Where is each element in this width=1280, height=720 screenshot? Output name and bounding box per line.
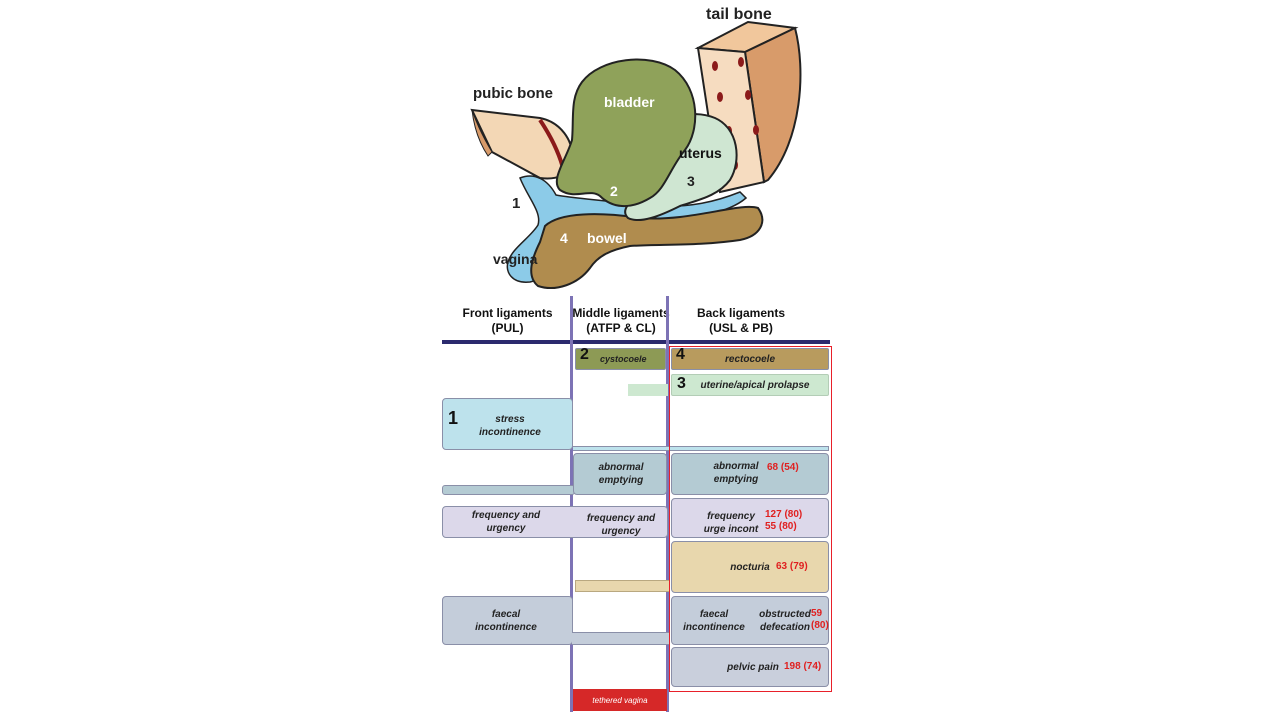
obstructed-defecation-label: obstructed defecation [756, 608, 814, 634]
back-ligaments-title: Back ligaments [696, 306, 786, 320]
faecal-incontinence-front-label: faecal incontinence [466, 608, 546, 634]
frequency-front-label: frequency and urgency [466, 509, 546, 535]
pubic-bone-shape [470, 108, 574, 180]
abnormal-emptying-value: 68 (54) [767, 462, 799, 473]
nocturia-middle-stub [575, 580, 670, 592]
stress-incontinence-line1: stress [495, 414, 525, 425]
faecal-front-line2: incontinence [475, 622, 537, 633]
abnormal-emptying-back-line2: emptying [713, 474, 759, 485]
frequency-back-line2: urge incont [703, 524, 759, 535]
frequency-front-line1: frequency and [471, 510, 541, 521]
front-ligaments-header: Front ligaments (PUL) [445, 306, 570, 336]
middle-ligaments-sub: (ATFP & CL) [586, 321, 656, 335]
obstructed-defecation-value: 59 (80) [811, 608, 829, 632]
middle-ligaments-header: Middle ligaments (ATFP & CL) [572, 306, 670, 336]
frequency-value: 127 (80) [765, 509, 803, 520]
cystocoele-bar [575, 348, 666, 370]
faecal-incontinence-front-bar [442, 596, 573, 645]
bladder-shape [555, 58, 697, 207]
anatomy-number-1: 1 [512, 195, 521, 212]
cystocoele-number: 2 [580, 346, 589, 363]
uterus-label: uterus [679, 145, 722, 161]
abnormal-emptying-back-label: abnormal emptying [702, 460, 770, 486]
urge-incont-value: 55 (80) [765, 521, 797, 532]
nocturia-label: nocturia [730, 562, 770, 573]
obstructed-line1: obstructed [759, 609, 811, 620]
frequency-front-middle-bar [442, 506, 668, 538]
header-divider [442, 340, 830, 344]
pelvic-pain-label: pelvic pain [727, 662, 779, 673]
faecal-incontinence-extension [572, 632, 670, 645]
obstructed-value-1: 59 [811, 608, 823, 619]
stress-incontinence-label: stress incontinence [470, 413, 550, 439]
faecal-back-line1: faecal [699, 609, 729, 620]
frequency-back-values: 127 (80) 55 (80) [765, 509, 802, 533]
tethered-vagina-label: tethered vagina [592, 696, 648, 705]
abnormal-emptying-back-line1: abnormal [713, 461, 759, 472]
frequency-front-line2: urgency [486, 523, 526, 534]
cystocoele-label: cystocoele [600, 354, 647, 364]
back-ligaments-highlight-box [669, 346, 832, 692]
frequency-back-bar [671, 498, 829, 538]
bladder-label: bladder [604, 94, 655, 110]
column-line-left [570, 296, 573, 712]
front-ligaments-sub: (PUL) [491, 321, 524, 335]
stress-incontinence-bar [442, 398, 573, 450]
frequency-back-line1: frequency [707, 511, 755, 522]
tail-bone-label: tail bone [706, 6, 772, 23]
bowel-label: bowel [587, 230, 627, 246]
anatomy-number-3: 3 [687, 173, 695, 189]
abnormal-emptying-back-bar [671, 453, 829, 495]
middle-ligaments-title: Middle ligaments [572, 306, 670, 320]
nocturia-bar [671, 541, 829, 593]
anatomy-number-2: 2 [610, 183, 618, 199]
anatomy-number-4: 4 [560, 230, 568, 246]
obstructed-line2: defecation [759, 622, 810, 633]
rectocoele-number: 4 [676, 346, 685, 363]
frequency-back-label: frequency urge incont [700, 510, 762, 536]
pelvic-pain-value: 198 (74) [784, 661, 822, 672]
nocturia-value: 63 (79) [776, 561, 808, 572]
faecal-back-bar [671, 596, 829, 645]
faecal-back-line2: incontinence [683, 622, 745, 633]
tethered-vagina-bar [573, 689, 667, 711]
rectocoele-bar [671, 348, 829, 370]
faecal-front-line1: faecal [491, 609, 521, 620]
frequency-middle-line2: urgency [601, 526, 641, 537]
vagina-label: vagina [493, 251, 538, 267]
abnormal-emptying-middle-line2: emptying [598, 475, 644, 486]
pubic-bone-label: pubic bone [473, 85, 553, 102]
frequency-middle-label: frequency and urgency [581, 512, 661, 538]
uterine-prolapse-label: uterine/apical prolapse [700, 380, 810, 391]
front-ligaments-title: Front ligaments [462, 306, 553, 320]
abnormal-emptying-middle-bar [573, 453, 667, 495]
uterine-bar-stub [628, 384, 668, 396]
uterine-prolapse-bar [671, 374, 829, 396]
back-ligaments-header: Back ligaments (USL & PB) [672, 306, 810, 336]
obstructed-value-2: (80) [811, 620, 829, 631]
stress-incontinence-number: 1 [448, 408, 459, 428]
faecal-incontinence-back-label: faecal incontinence [680, 608, 748, 634]
back-ligaments-sub: (USL & PB) [709, 321, 773, 335]
abnormal-emptying-front-stub [442, 485, 575, 495]
uterine-prolapse-number: 3 [677, 375, 686, 392]
frequency-middle-line1: frequency and [586, 513, 656, 524]
abnormal-emptying-middle-label: abnormal emptying [583, 461, 659, 487]
column-line-right [666, 296, 669, 712]
stress-incontinence-extension [573, 446, 829, 451]
abnormal-emptying-middle-line1: abnormal [598, 462, 644, 473]
rectocoele-label: rectocoele [724, 354, 776, 365]
stress-incontinence-line2: incontinence [479, 427, 541, 438]
pelvic-pain-bar [671, 647, 829, 687]
